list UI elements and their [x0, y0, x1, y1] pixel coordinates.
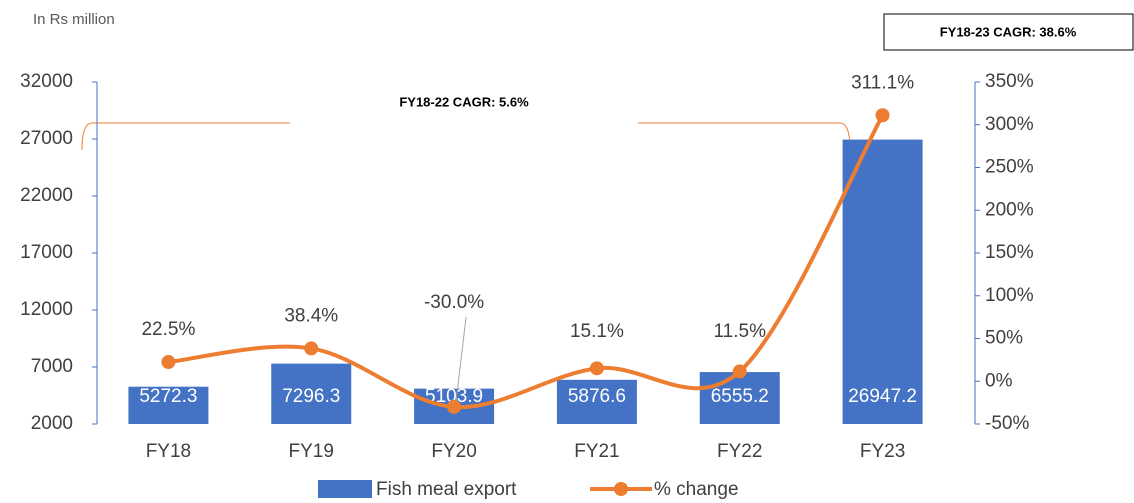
annotation: FY18-22 CAGR: 5.6% [399, 94, 529, 109]
y2-tick-label: 150% [985, 242, 1034, 263]
x-tick-label: FY18 [146, 441, 191, 462]
y-tick-label: 27000 [20, 128, 73, 149]
y-tick-label: 12000 [20, 299, 73, 320]
y2-tick-label: 100% [985, 285, 1034, 306]
legend-label: Fish meal export [376, 479, 517, 500]
point-label: 11.5% [714, 321, 767, 342]
x-tick-label: FY19 [289, 441, 334, 462]
point-label: -30.0% [424, 292, 484, 313]
y-tick-label: 7000 [31, 356, 73, 377]
annotation-box [883, 13, 1134, 51]
y2-tick-label: 250% [985, 157, 1034, 178]
point [161, 355, 176, 370]
bracket [638, 122, 851, 151]
subtitle: In Rs million [33, 11, 115, 28]
line [168, 114, 885, 410]
bar [699, 372, 780, 424]
point [875, 108, 890, 123]
leader-line [455, 316, 467, 401]
bar-label: 6555.2 [711, 386, 769, 407]
point [732, 364, 747, 379]
bar-label: 5103.9 [425, 386, 483, 407]
y-tick-label: 22000 [20, 185, 73, 206]
y2-tick-label: 200% [985, 199, 1034, 220]
y-tick-label: 2000 [31, 413, 73, 434]
bar [271, 363, 352, 424]
bar [556, 379, 637, 424]
y-tick-label: 17000 [20, 242, 73, 263]
y2-tick-label: 0% [985, 370, 1013, 391]
bar [842, 139, 923, 424]
point [589, 361, 604, 376]
point [304, 341, 319, 356]
y2-tick-label: -50% [985, 413, 1029, 434]
x-tick-label: FY20 [431, 441, 476, 462]
bar-label: 5272.3 [139, 386, 197, 407]
point-label: 15.1% [570, 321, 624, 342]
point-label: 311.1% [851, 72, 914, 93]
bar-label: 5876.6 [568, 386, 626, 407]
bar-label: 7296.3 [282, 386, 340, 407]
y-tick-label: 32000 [20, 71, 73, 92]
x-tick-label: FY23 [860, 441, 905, 462]
y2-tick-label: 350% [985, 71, 1034, 92]
y2-tick-label: 300% [985, 114, 1034, 135]
legend-swatch [318, 480, 372, 498]
annotation: FY18-23 CAGR: 38.6% [940, 24, 1077, 39]
point [447, 399, 462, 414]
bar [128, 386, 209, 424]
point-label: 22.5% [141, 319, 195, 340]
legend-label: % change [654, 479, 739, 500]
x-tick-label: FY21 [574, 441, 619, 462]
legend-swatch [614, 482, 628, 496]
y2-tick-label: 50% [985, 328, 1023, 349]
bracket [81, 122, 290, 151]
point-label: 38.4% [284, 305, 338, 326]
x-tick-label: FY22 [717, 441, 762, 462]
bar-label: 26947.2 [848, 386, 917, 407]
